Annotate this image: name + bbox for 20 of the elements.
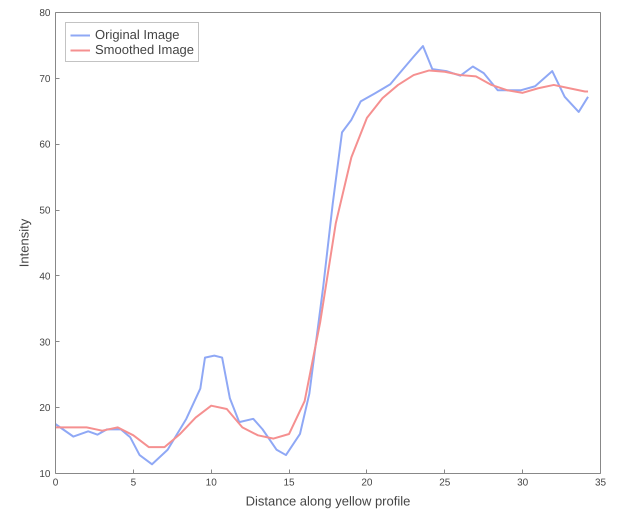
x-tick-label: 0 [52,478,59,488]
y-axis-title: Intensity [16,218,32,268]
x-tick-label: 15 [284,478,296,488]
x-axis-title: Distance along yellow profile [246,494,410,508]
y-tick-label: 10 [39,469,51,480]
x-tick-label: 25 [439,478,451,488]
x-tick-label: 5 [130,478,137,488]
legend-label: Original Image [95,27,180,42]
x-tick-label: 20 [361,478,373,488]
y-tick-label: 80 [39,8,51,19]
y-tick-label: 70 [39,74,51,85]
x-tick-label: 10 [206,478,218,488]
y-tick-label: 50 [39,206,51,217]
y-tick-label: 40 [39,271,51,282]
x-tick-label: 30 [517,478,529,488]
legend-label: Smoothed Image [95,42,194,57]
x-tick-label: 35 [594,478,606,488]
y-tick-label: 30 [39,337,51,348]
y-tick-label: 20 [39,403,51,414]
y-tick-label: 60 [39,140,51,151]
